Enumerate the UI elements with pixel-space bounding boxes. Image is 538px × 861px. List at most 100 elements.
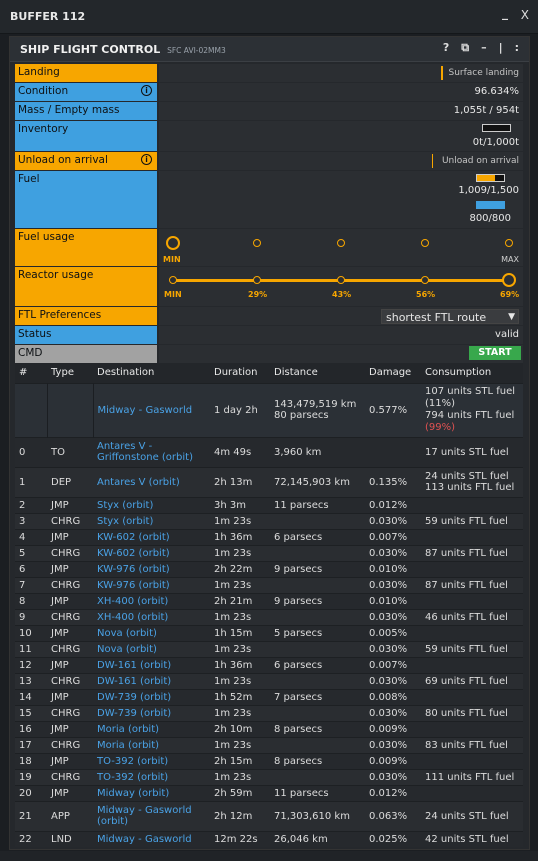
row-destination[interactable]: KW-602 (orbit) [93,544,210,561]
slider-stop[interactable] [253,239,261,247]
slider-handle[interactable] [166,236,180,250]
row-destination[interactable]: DW-739 (orbit) [93,688,210,705]
help-icon[interactable]: ? [442,41,450,54]
unload-row: Unload on arrival i Unload on arrival [15,152,523,170]
slider-stop[interactable] [421,276,429,284]
row-duration: 4m 49s [210,436,270,467]
row-destination[interactable]: Midway - Gasworld [93,830,210,847]
row-number: 9 [15,608,47,625]
landing-text: Surface landing [448,68,520,78]
row-consumption: 83 units FTL fuel [421,736,523,753]
row-number: 19 [15,768,47,785]
row-number: 18 [15,752,47,769]
row-destination[interactable]: KW-976 (orbit) [93,576,210,593]
table-row: 20 JMP Midway (orbit) 2h 59m 11 parsecs 0.012… [15,784,523,801]
table-row: 1 DEP Antares V (orbit) 2h 13m 72,145,903 km… [15,466,523,497]
col-distance: Distance [270,363,365,383]
row-type: CHRG [47,704,93,721]
row-destination[interactable]: Styx (orbit) [93,496,210,513]
row-number: 22 [15,830,47,847]
slider-stop[interactable] [253,276,261,284]
row-destination[interactable]: Midway - Gasworld (orbit) [93,800,210,831]
row-destination[interactable]: Antares V (orbit) [93,466,210,497]
row-destination[interactable]: KW-602 (orbit) [93,528,210,545]
ftl-pref-selected: shortest FTL route [386,311,487,324]
cmd-row: CMD START [15,345,523,363]
row-type: CHRG [47,736,93,753]
slider-handle[interactable] [502,273,516,287]
row-damage: 0.030% [365,576,421,593]
landing-marker [441,66,443,80]
row-destination[interactable]: DW-161 (orbit) [93,672,210,689]
unload-value[interactable]: Unload on arrival [159,152,523,170]
minimize-button[interactable]: _ [502,6,508,20]
slider-stop[interactable] [337,239,345,247]
start-button[interactable]: START [469,346,521,360]
row-duration: 1m 23s [210,512,270,529]
row-destination[interactable]: XH-400 (orbit) [93,592,210,609]
row-destination[interactable]: KW-976 (orbit) [93,560,210,577]
summary-destination[interactable]: Midway - Gasworld [93,382,210,437]
slider-stop[interactable] [421,239,429,247]
row-destination[interactable]: TO-392 (orbit) [93,768,210,785]
row-type: CHRG [47,672,93,689]
row-destination[interactable]: Moria (orbit) [93,736,210,753]
row-type: CHRG [47,640,93,657]
row-type: CHRG [47,608,93,625]
row-destination[interactable]: XH-400 (orbit) [93,608,210,625]
condition-label-text: Condition [18,85,69,97]
table-row: 2 JMP Styx (orbit) 3h 3m 11 parsecs 0.012% [15,496,523,513]
row-duration: 1m 23s [210,576,270,593]
row-destination[interactable]: DW-161 (orbit) [93,656,210,673]
close-button[interactable]: X [520,8,529,22]
table-row: 11 CHRG Nova (orbit) 1m 23s 0.030% 59 units F… [15,640,523,657]
bottom-strip [0,851,538,861]
row-number: 10 [15,624,47,641]
row-consumption [421,528,523,545]
row-duration: 3h 3m [210,496,270,513]
table-row: 8 JMP XH-400 (orbit) 2h 21m 9 parsecs 0.010% [15,592,523,609]
reactor-usage-slider[interactable]: MIN 29% 43% 56% 69% [159,267,523,306]
row-destination[interactable]: Nova (orbit) [93,624,210,641]
slider-stop[interactable] [337,276,345,284]
row-consumption-line: 24 units STL fuel [425,471,509,482]
col-damage: Damage [365,363,421,383]
table-row: 19 CHRG TO-392 (orbit) 1m 23s 0.030% 111 unit… [15,768,523,785]
more-icon[interactable]: : [514,41,519,54]
row-number: 13 [15,672,47,689]
row-consumption [421,752,523,769]
ftl-fuel-bar-fill [476,201,505,209]
ftl-pref-select[interactable]: shortest FTL route ▼ [381,309,519,324]
table-row: 12 JMP DW-161 (orbit) 1h 36m 6 parsecs 0.007% [15,656,523,673]
row-destination[interactable]: Styx (orbit) [93,512,210,529]
fuel-row: Fuel 1,009/1,500 800/800 [15,171,523,228]
row-consumption: 87 units FTL fuel [421,576,523,593]
info-icon[interactable]: i [141,85,152,96]
row-consumption-line: 83 units FTL fuel [425,739,508,751]
inventory-row: Inventory 0t/1,000t [15,121,523,151]
row-destination[interactable]: Antares V - Griffonstone (orbit) [93,436,210,467]
table-row: 9 CHRG XH-400 (orbit) 1m 23s 0.030% 46 units … [15,608,523,625]
copy-icon[interactable]: ⧉ [461,41,470,54]
info-icon[interactable]: i [141,154,152,165]
mass-row: Mass / Empty mass 1,055t / 954t [15,102,523,120]
row-destination[interactable]: Moria (orbit) [93,720,210,737]
row-type: JMP [47,656,93,673]
row-destination[interactable]: TO-392 (orbit) [93,752,210,769]
row-number: 6 [15,560,47,577]
minimize-icon[interactable]: – [481,41,487,54]
row-consumption: 80 units FTL fuel [421,704,523,721]
row-destination[interactable]: Midway (orbit) [93,784,210,801]
reactor-usage-label: Reactor usage [15,267,157,306]
col-type: Type [47,363,93,383]
row-destination[interactable]: DW-739 (orbit) [93,704,210,721]
row-consumption [421,784,523,801]
slider-stop[interactable] [169,276,177,284]
row-consumption [421,496,523,513]
slider-stop[interactable] [505,239,513,247]
fuel-usage-slider[interactable]: MIN MAX [159,229,523,266]
row-type: JMP [47,528,93,545]
landing-value[interactable]: Surface landing [159,64,523,82]
row-destination[interactable]: Nova (orbit) [93,640,210,657]
row-type: JMP [47,784,93,801]
